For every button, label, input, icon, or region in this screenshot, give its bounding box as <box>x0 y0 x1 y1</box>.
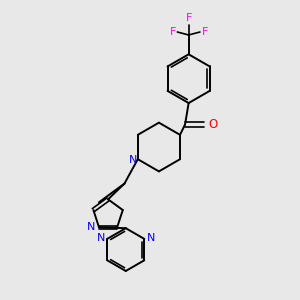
Text: F: F <box>169 27 176 37</box>
Text: N: N <box>129 155 137 165</box>
Text: F: F <box>185 14 192 23</box>
Text: N: N <box>97 233 105 243</box>
Text: N: N <box>86 222 95 232</box>
Text: N: N <box>147 233 155 243</box>
Text: O: O <box>208 118 218 131</box>
Text: F: F <box>201 27 208 37</box>
